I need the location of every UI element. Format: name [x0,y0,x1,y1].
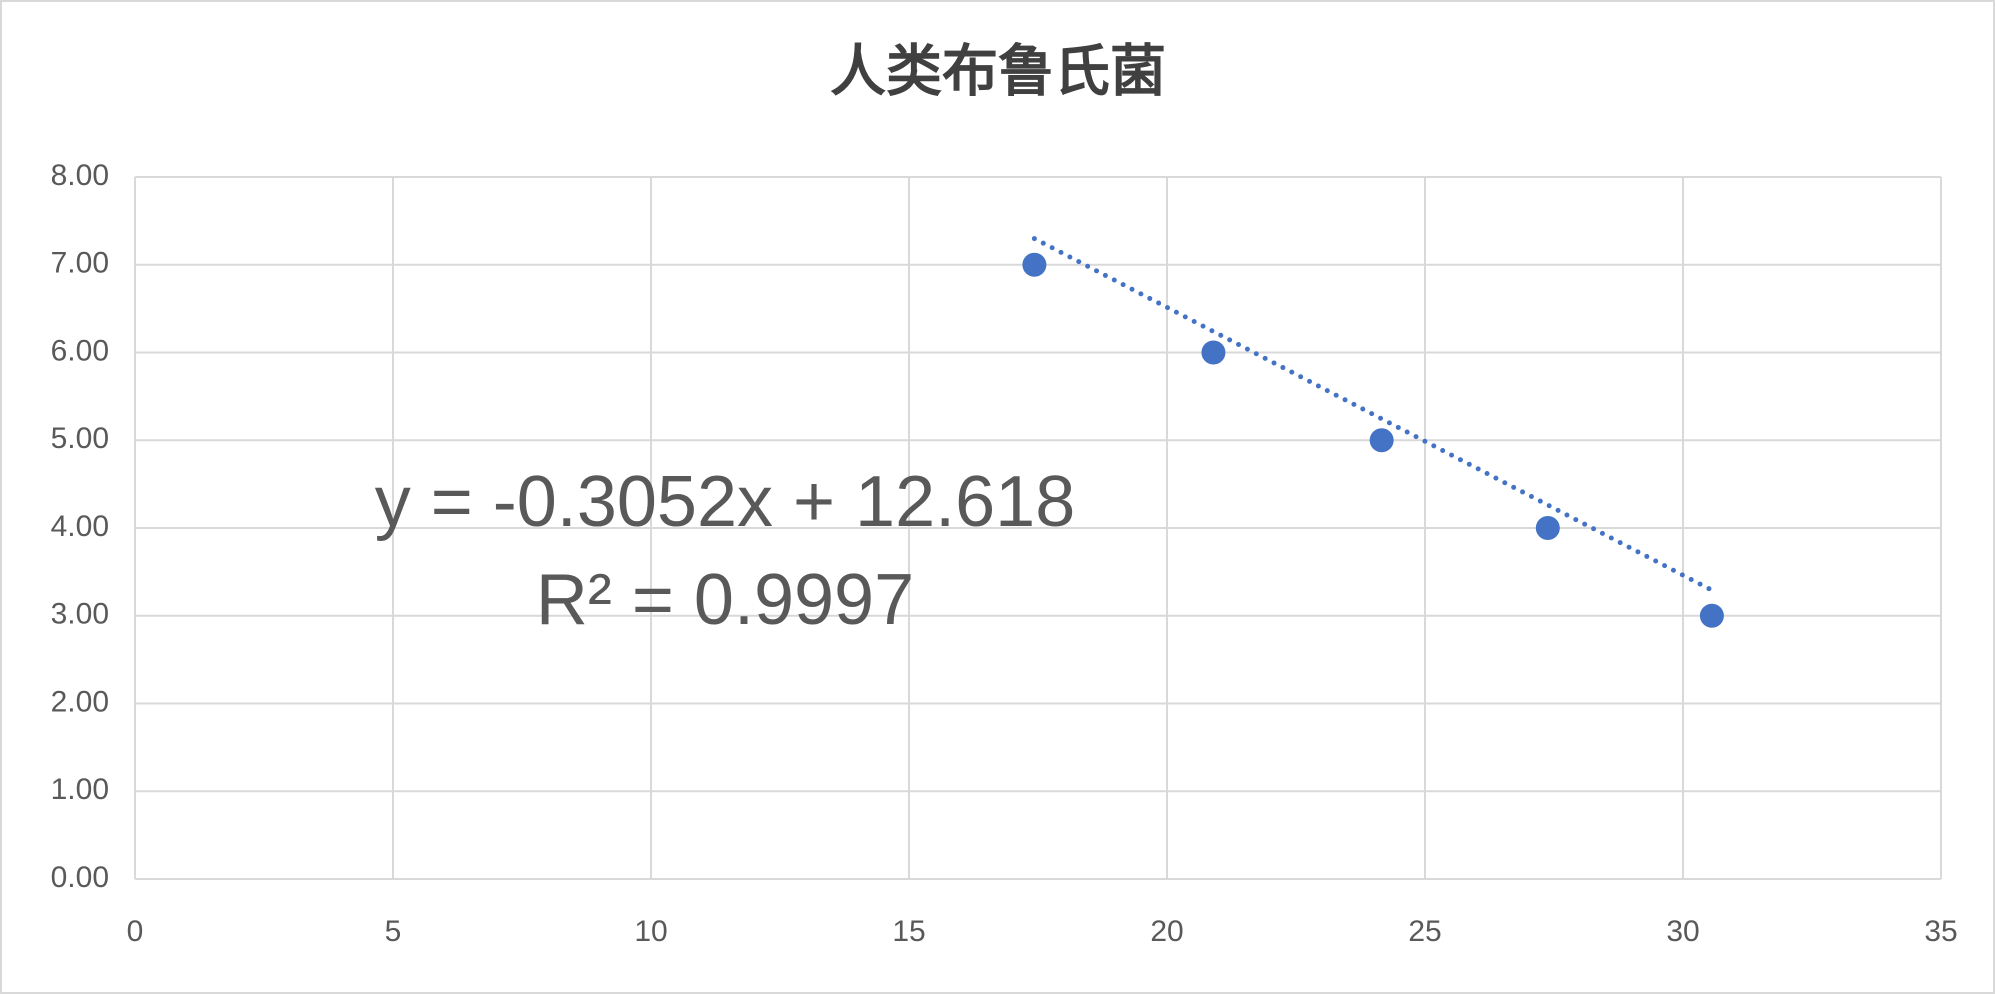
x-tick-label: 25 [1408,915,1441,948]
trendline-label: y = -0.3052x + 12.618 [375,462,1076,542]
y-tick-label: 0.00 [51,861,109,894]
point [1201,340,1226,365]
x-tick-label: 20 [1150,915,1183,948]
y-tick-label: 8.00 [51,159,109,192]
x-tick-label: 15 [892,915,925,948]
x-tick-label: 35 [1924,915,1957,948]
y-tick-label: 3.00 [51,598,109,631]
chart-title: 人类布鲁氏菌 [830,39,1166,105]
trendline [1031,236,1715,593]
trendline-label: R² = 0.9997 [536,560,914,640]
y-tick-label: 4.00 [51,510,109,543]
y-tick-label: 5.00 [51,422,109,455]
point [1699,603,1724,628]
x-tick-label: 0 [127,915,144,948]
x-tick-label: 5 [385,915,402,948]
y-tick-label: 1.00 [51,773,109,806]
y-tick-label: 2.00 [51,685,109,718]
point [1535,516,1560,540]
point [1369,428,1394,453]
y-tick-label: 7.00 [51,247,109,280]
y-tick-label: 6.00 [51,334,109,367]
x-tick-label: 30 [1666,915,1699,948]
x-tick-label: 10 [634,915,667,948]
point [1022,252,1047,277]
